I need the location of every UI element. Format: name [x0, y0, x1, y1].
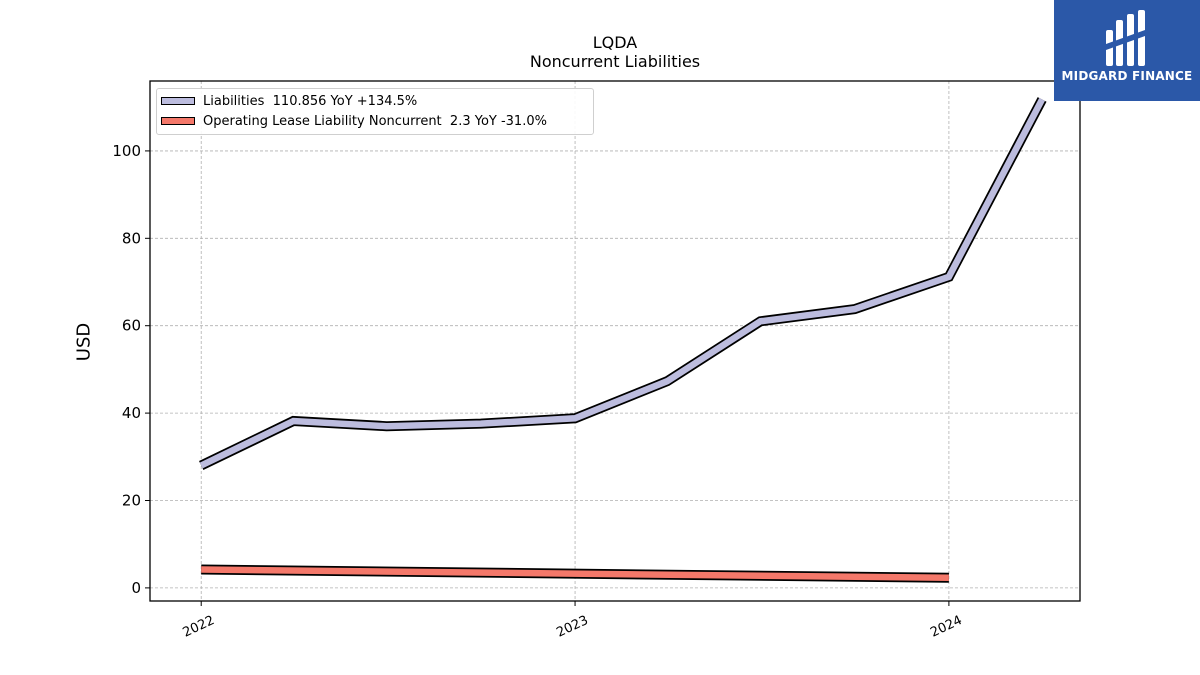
- x-tick-label: 2022: [181, 613, 217, 641]
- x-tick-label: 2024: [928, 613, 964, 641]
- chart-title: LQDA: [592, 33, 638, 52]
- legend-swatch-operating-lease: [161, 117, 195, 125]
- y-tick-label: 100: [112, 142, 141, 160]
- plot-frame: [149, 80, 1081, 602]
- series-line-outline-liabilities: [199, 97, 1047, 471]
- y-tick-label: 0: [131, 579, 141, 597]
- legend-label-liabilities: Liabilities 110.856 YoY +134.5%: [203, 93, 418, 109]
- legend: Liabilities 110.856 YoY +134.5% Operatin…: [156, 88, 594, 135]
- brand-mark-icon: [1106, 10, 1145, 66]
- brand-logo: MIDGARD FINANCE: [1054, 0, 1200, 101]
- x-tick-label: 2023: [554, 613, 590, 641]
- y-axis-label: USD: [73, 322, 95, 362]
- grid: [150, 81, 1080, 601]
- y-tick-label: 80: [122, 229, 141, 247]
- y-tick-label: 60: [122, 317, 141, 335]
- series-layer: [199, 97, 1047, 583]
- y-tick-label: 20: [122, 491, 141, 509]
- brand-name: MIDGARD FINANCE: [1061, 69, 1193, 83]
- chart-subtitle: Noncurrent Liabilities: [529, 52, 701, 71]
- series-line-operating-lease: [201, 566, 949, 582]
- legend-label-operating-lease: Operating Lease Liability Noncurrent 2.3…: [203, 113, 547, 129]
- legend-item-liabilities: Liabilities 110.856 YoY +134.5%: [161, 93, 417, 109]
- y-tick-label: 40: [122, 404, 141, 422]
- legend-item-operating-lease: Operating Lease Liability Noncurrent 2.3…: [161, 113, 547, 129]
- series-line-liabilities: [199, 97, 1045, 469]
- legend-swatch-liabilities: [161, 97, 195, 105]
